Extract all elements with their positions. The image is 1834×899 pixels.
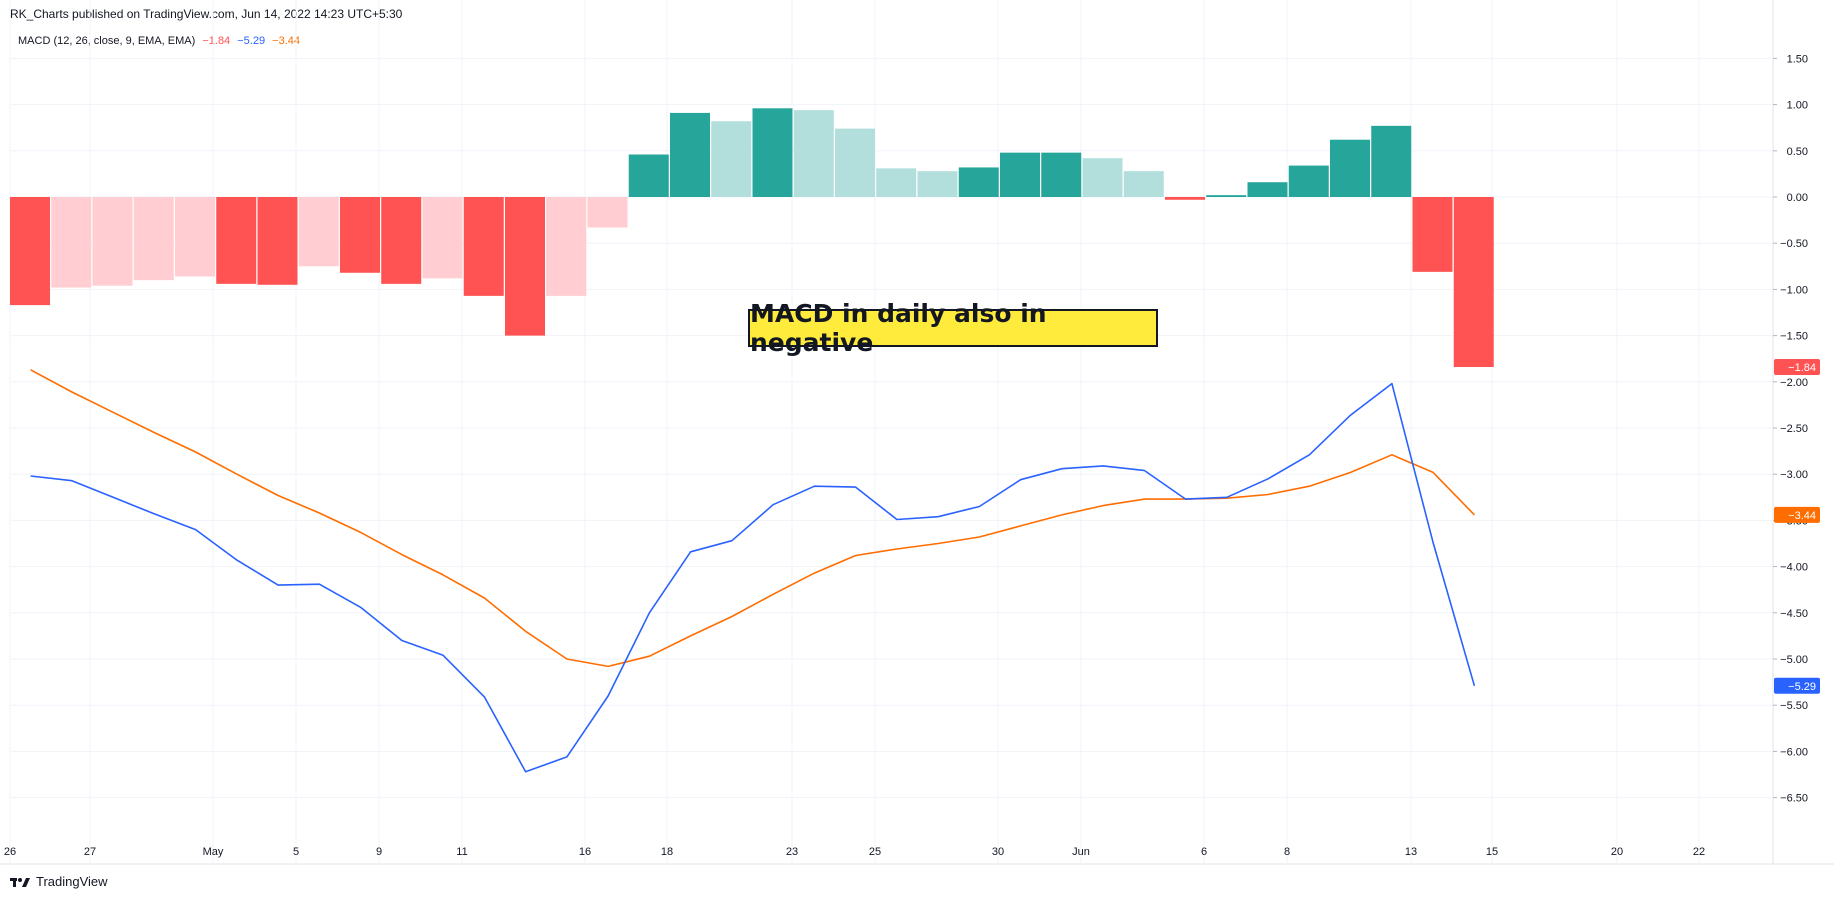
x-tick-label: 9 [376, 846, 382, 858]
y-tick-label: −2.50 [1780, 423, 1808, 435]
histogram-bar [793, 110, 834, 197]
histogram-bar [670, 112, 710, 197]
y-tick-label: −2.00 [1780, 377, 1808, 389]
publisher-caption: RK_Charts published on TradingView.com, … [10, 7, 403, 21]
x-tick-label: 5 [293, 846, 299, 858]
signal-last-label-bg [1774, 506, 1820, 523]
y-tick-label: 0.00 [1787, 192, 1808, 204]
x-tick-label: 23 [786, 846, 798, 858]
x-tick-label: 16 [579, 846, 591, 858]
histogram-bar [958, 167, 999, 197]
x-tick-label: May [203, 846, 224, 858]
histogram-last-label: −1.84 [1788, 362, 1816, 374]
histogram-bar [133, 197, 174, 281]
histogram-bar [463, 197, 504, 296]
x-tick-label: 15 [1486, 846, 1498, 858]
macd-last-label-bg [1774, 677, 1820, 694]
tradingview-logo-icon [10, 877, 30, 887]
histogram-bar [175, 197, 215, 277]
y-tick-label: −4.50 [1780, 608, 1808, 620]
x-tick-label: 18 [661, 846, 673, 858]
x-tick-label: 26 [4, 846, 16, 858]
line-series [30, 369, 1476, 773]
x-tick-label: 30 [992, 846, 1004, 858]
signal-last-label: −3.44 [1788, 510, 1816, 522]
y-tick-label: −5.50 [1780, 700, 1808, 712]
y-tick-label: −5.00 [1780, 654, 1808, 666]
histogram-bar [1330, 139, 1370, 197]
x-tick-label: Jun [1072, 846, 1090, 858]
y-tick-label: 0.50 [1787, 146, 1808, 158]
histogram-series [10, 108, 1494, 368]
y-tick-label: −0.50 [1780, 238, 1808, 250]
signal-line [30, 369, 1475, 668]
y-tick-label: −6.00 [1780, 746, 1808, 758]
histogram-legend-value: −1.84 [202, 35, 231, 47]
histogram-bar [1123, 171, 1164, 197]
grid [0, 0, 1834, 865]
histogram-bar [917, 171, 958, 197]
indicator-name: MACD (12, 26, close, 9, EMA, EMA) [18, 35, 196, 47]
histogram-bar [340, 197, 380, 273]
x-tick-label: 25 [869, 846, 881, 858]
x-tick-label: 6 [1201, 846, 1207, 858]
signal-legend-value: −3.44 [272, 35, 300, 47]
histogram-bar [1288, 165, 1329, 197]
histogram-bar [1082, 158, 1123, 197]
x-tick-label: 8 [1284, 846, 1290, 858]
last-value-labels: −1.84 −3.44 −5.29 [1774, 359, 1820, 694]
histogram-bar [1453, 197, 1494, 368]
macd-last-label: −5.29 [1788, 681, 1816, 693]
brand-label: TradingView [36, 874, 108, 889]
histogram-bar [10, 197, 50, 306]
histogram-bar [835, 128, 875, 197]
histogram-bar [587, 197, 628, 228]
histogram-last-label-bg [1774, 359, 1820, 376]
x-tick-label: 13 [1405, 846, 1417, 858]
annotation-callout[interactable]: MACD in daily also in negative [748, 299, 1158, 357]
histogram-bar [876, 168, 917, 197]
histogram-bar [546, 197, 587, 296]
histogram-bar [752, 108, 793, 197]
indicator-legend[interactable]: MACD (12, 26, close, 9, EMA, EMA) −1.84 … [18, 35, 304, 47]
y-tick-label: 1.50 [1787, 53, 1808, 65]
y-tick-label: −6.50 [1780, 793, 1808, 805]
histogram-bar [257, 197, 298, 285]
x-tick-label: 27 [84, 846, 96, 858]
x-tick-label: 20 [1611, 846, 1623, 858]
time-axis[interactable]: 26 27 May 5 9 11 16 18 23 25 30 Jun 6 8 13 15 20 22 [4, 846, 1705, 858]
macd-line [30, 382, 1476, 773]
histogram-bar [298, 197, 339, 267]
histogram-bar [1000, 152, 1040, 197]
histogram-bar [92, 197, 133, 286]
x-tick-label: 22 [1693, 846, 1705, 858]
macd-legend-value: −5.29 [237, 35, 266, 47]
histogram-bar [711, 121, 752, 197]
histogram-bar [422, 197, 463, 279]
histogram-bar [1206, 195, 1247, 197]
y-tick-label: 1.00 [1787, 100, 1808, 112]
footer-brand[interactable]: TradingView [10, 874, 108, 889]
y-tick-label: −1.00 [1780, 284, 1808, 296]
histogram-bar [505, 197, 545, 336]
histogram-bar [1247, 182, 1288, 197]
histogram-bar [381, 197, 422, 284]
histogram-bar [1041, 152, 1082, 197]
histogram-bar [1412, 197, 1453, 272]
y-tick-label: −3.00 [1780, 469, 1808, 481]
macd-chart[interactable]: 1.50 1.00 0.50 0.00 −0.50 −1.00 −1.50 −2.00 −2.5… [0, 0, 1834, 870]
histogram-bar [51, 197, 92, 288]
x-tick-label: 11 [456, 846, 467, 858]
histogram-bar [1371, 125, 1412, 197]
histogram-bar [1165, 197, 1205, 200]
histogram-bar [216, 197, 257, 284]
histogram-bar [628, 154, 669, 197]
y-tick-label: −4.00 [1780, 562, 1808, 574]
y-tick-label: −1.50 [1780, 331, 1808, 343]
